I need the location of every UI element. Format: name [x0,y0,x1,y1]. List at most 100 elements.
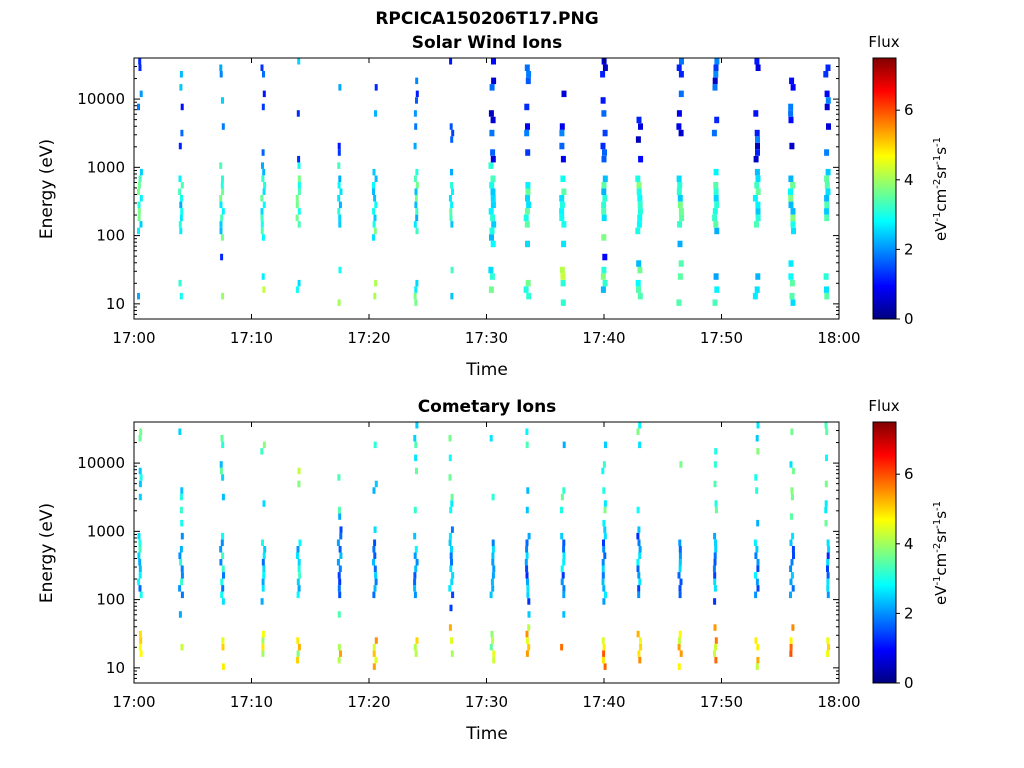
heatmap-cell [450,266,454,274]
heatmap-cell [754,129,760,137]
heatmap-cell [560,279,566,287]
heatmap-cell [636,506,640,514]
heatmap-cell [525,123,530,130]
heatmap-cell [789,578,793,586]
heatmap-cell [138,175,142,182]
heatmap-cell [414,188,418,195]
heatmap-cell [524,559,528,566]
heatmap-cell [413,221,417,228]
heatmap-cell [488,208,494,215]
heatmap-cell [790,513,793,520]
heatmap-cell [637,195,643,202]
heatmap-cell [338,175,342,182]
heatmap-cell [260,208,264,215]
x-tick-label: 17:20 [347,329,390,347]
heatmap-cell [489,182,495,189]
heatmap-cell [824,103,830,111]
heatmap-cell [296,656,299,664]
y-tick-label: 10 [106,295,125,313]
heatmap-cell [260,448,264,455]
y-tick-label: 1000 [87,522,125,540]
heatmap-cell [489,129,495,137]
heatmap-cell [373,539,377,546]
heatmap-cell [414,299,418,306]
heatmap-cell [180,182,184,189]
heatmap-cell [527,598,531,605]
heatmap-cell [413,175,417,182]
heatmap-cell [488,266,494,274]
colorbar-tick-label: 2 [904,240,914,258]
heatmap-cell [601,637,605,644]
heatmap-cell [490,175,496,182]
heatmap-cell [677,221,683,228]
heatmap-cell [221,637,225,644]
heatmap-cell [562,559,566,566]
heatmap-cell [601,565,605,572]
heatmap-cell [713,585,717,592]
heatmap-cell [448,539,452,546]
heatmap-cell [526,201,532,209]
heatmap-cell [825,64,831,71]
heatmap-cell [297,155,301,163]
heatmap-cell [492,650,496,657]
heatmap-cell [337,195,341,202]
heatmap-cell [824,214,830,222]
heatmap-cell [638,123,643,130]
heatmap-cell [297,221,301,228]
heatmap-cell [602,539,605,546]
heatmap-cell [791,227,796,235]
heatmap-cell [525,188,531,195]
heatmap-cell [261,630,265,638]
heatmap-cell [179,71,183,78]
heatmap-cell [262,500,266,507]
heatmap-cell [338,84,342,91]
heatmap-cell [490,188,496,195]
y-tick-label: 100 [96,591,125,609]
heatmap-cell [374,572,378,579]
heatmap-cell [636,565,640,572]
heatmap-cell [560,493,564,501]
heatmap-cell [297,467,301,475]
heatmap-cell [137,182,141,189]
heatmap-cell [414,286,418,293]
heatmap-cell [756,559,760,566]
heatmap-cell [523,286,529,293]
heatmap-cell [221,97,224,104]
heatmap-cell [138,546,142,553]
heatmap-cell [178,585,182,592]
heatmap-cell [415,422,419,429]
heatmap-cell [451,129,455,137]
heatmap-cell [180,591,184,599]
heatmap-cell [180,208,184,215]
heatmap-cell [637,539,641,546]
heatmap-cell [677,182,683,189]
heatmap-cell [559,201,565,209]
heatmap-cell [756,519,760,527]
heatmap-cell [220,435,224,442]
heatmap-cell [639,643,643,651]
heatmap-cell [180,572,184,579]
heatmap-cell [260,195,264,202]
heatmap-cell [221,585,225,592]
heatmap-cell [137,532,141,540]
heatmap-cell [755,435,759,442]
heatmap-cell [221,493,225,501]
heatmap-cell [179,506,183,514]
heatmap-cell [789,643,793,651]
heatmap-cell [263,182,267,189]
heatmap-cell [451,188,454,195]
heatmap-cell [824,500,828,507]
heatmap-cell [713,182,719,189]
heatmap-cell [826,591,830,599]
heatmap-cell [755,142,760,150]
heatmap-cell [139,650,143,657]
heatmap-cell [713,195,719,202]
heatmap-cell [714,448,718,455]
heatmap-cell [373,227,377,235]
heatmap-cell [756,565,760,572]
heatmap-cell [179,546,183,553]
heatmap-cell [559,195,565,202]
heatmap-cell [712,84,718,91]
heatmap-cell [754,552,758,559]
heatmap-cell [180,129,184,137]
